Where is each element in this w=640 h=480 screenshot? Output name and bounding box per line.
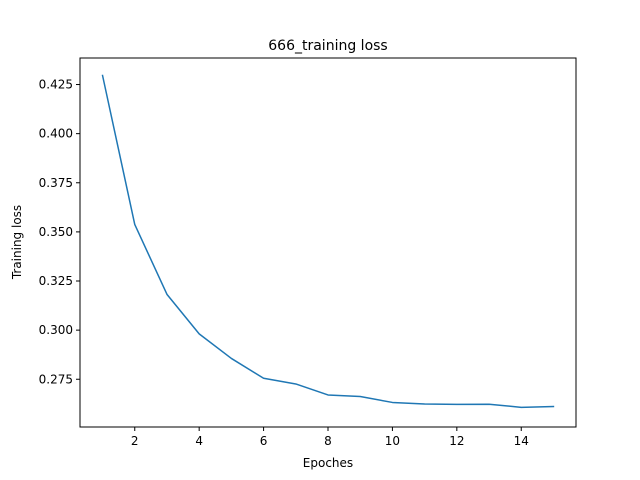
plot-frame: [79, 57, 577, 428]
plot-lines: [101, 74, 555, 409]
y-axis-label: Training loss: [10, 205, 24, 280]
y-tick-label: 0.425: [39, 78, 73, 92]
y-tick-label: 0.350: [39, 225, 73, 239]
x-tick-label: 2: [131, 434, 139, 448]
y-tick-label: 0.375: [39, 176, 73, 190]
x-tick-label: 8: [324, 434, 332, 448]
training-loss-line: [101, 74, 555, 409]
y-tick-label: 0.275: [39, 372, 73, 386]
y-tick-label: 0.300: [39, 323, 73, 337]
x-tick-label: 6: [260, 434, 268, 448]
x-tick-label: 10: [385, 434, 400, 448]
x-tick-label: 14: [514, 434, 529, 448]
axis-ticks: 2 4 6 8 10 12 14 0.275 0.300 0.325 0.350 0.375 0.400…: [39, 78, 529, 448]
x-axis-label: Epoches: [303, 456, 353, 470]
y-tick-label: 0.325: [39, 274, 73, 288]
y-tick-label: 0.400: [39, 127, 73, 141]
chart-title: 666_training loss: [268, 38, 387, 54]
x-tick-label: 4: [195, 434, 203, 448]
x-tick-label: 12: [449, 434, 464, 448]
